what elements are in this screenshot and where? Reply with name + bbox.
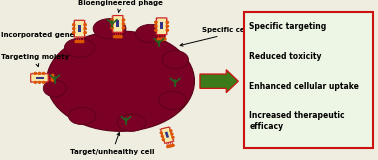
Ellipse shape xyxy=(43,80,66,97)
Circle shape xyxy=(79,40,82,43)
FancyBboxPatch shape xyxy=(156,18,167,35)
Circle shape xyxy=(39,81,40,83)
Bar xyxy=(116,20,119,27)
Circle shape xyxy=(118,36,120,38)
Circle shape xyxy=(122,23,125,25)
Circle shape xyxy=(84,24,86,26)
Ellipse shape xyxy=(162,51,189,69)
Circle shape xyxy=(171,133,173,135)
Ellipse shape xyxy=(117,114,146,131)
FancyBboxPatch shape xyxy=(113,16,123,32)
Circle shape xyxy=(161,135,163,137)
FancyBboxPatch shape xyxy=(161,127,174,143)
Circle shape xyxy=(51,79,54,81)
Ellipse shape xyxy=(46,31,194,131)
Text: Incorporated gene: Incorporated gene xyxy=(1,32,77,38)
Circle shape xyxy=(155,29,157,31)
Text: Enhanced cellular uptake: Enhanced cellular uptake xyxy=(249,82,359,91)
Ellipse shape xyxy=(93,19,126,39)
Bar xyxy=(36,77,43,79)
Circle shape xyxy=(167,146,169,148)
Circle shape xyxy=(160,132,162,134)
Ellipse shape xyxy=(159,91,186,109)
Text: Bioengineered phage: Bioengineered phage xyxy=(78,0,163,12)
Circle shape xyxy=(84,32,86,34)
Circle shape xyxy=(172,136,174,138)
Circle shape xyxy=(73,28,75,30)
Circle shape xyxy=(34,72,36,74)
Circle shape xyxy=(111,23,113,25)
Circle shape xyxy=(77,40,80,43)
Circle shape xyxy=(34,81,36,83)
Circle shape xyxy=(120,36,122,38)
Circle shape xyxy=(170,145,172,147)
Circle shape xyxy=(51,74,54,76)
Ellipse shape xyxy=(68,108,96,125)
Circle shape xyxy=(42,81,45,83)
Circle shape xyxy=(51,78,54,80)
Bar xyxy=(165,132,169,138)
Circle shape xyxy=(166,21,169,23)
Circle shape xyxy=(111,19,113,21)
Circle shape xyxy=(113,36,116,38)
Circle shape xyxy=(116,36,118,38)
Circle shape xyxy=(73,24,75,26)
Text: Reduced toxicity: Reduced toxicity xyxy=(249,52,322,61)
Circle shape xyxy=(111,27,113,29)
Circle shape xyxy=(39,72,40,74)
Bar xyxy=(78,25,81,32)
Circle shape xyxy=(122,19,125,21)
Ellipse shape xyxy=(136,24,166,43)
Circle shape xyxy=(160,38,162,40)
Circle shape xyxy=(51,76,54,78)
Circle shape xyxy=(164,38,166,40)
Circle shape xyxy=(155,25,157,27)
Circle shape xyxy=(84,28,86,30)
Text: Increased therapeutic
efficacy: Increased therapeutic efficacy xyxy=(249,111,345,131)
FancyBboxPatch shape xyxy=(31,74,48,82)
Circle shape xyxy=(157,38,160,40)
Circle shape xyxy=(170,130,172,132)
Text: Targeting moiety: Targeting moiety xyxy=(1,54,69,67)
Bar xyxy=(160,22,163,29)
Circle shape xyxy=(155,21,157,23)
Circle shape xyxy=(169,145,170,147)
Circle shape xyxy=(81,40,84,43)
Circle shape xyxy=(172,144,174,146)
Circle shape xyxy=(162,139,164,140)
Circle shape xyxy=(42,72,45,74)
Circle shape xyxy=(161,38,164,40)
Circle shape xyxy=(166,29,169,31)
Text: Target/unhealthy cell: Target/unhealthy cell xyxy=(70,133,155,155)
Circle shape xyxy=(73,32,75,34)
FancyBboxPatch shape xyxy=(244,12,373,148)
Circle shape xyxy=(122,27,125,29)
Text: Specific cell receptor: Specific cell receptor xyxy=(180,27,286,46)
Circle shape xyxy=(75,40,77,43)
Ellipse shape xyxy=(64,38,94,57)
FancyArrow shape xyxy=(200,70,238,93)
Circle shape xyxy=(166,25,169,27)
FancyBboxPatch shape xyxy=(74,20,84,37)
Text: Specific targeting: Specific targeting xyxy=(249,22,327,32)
